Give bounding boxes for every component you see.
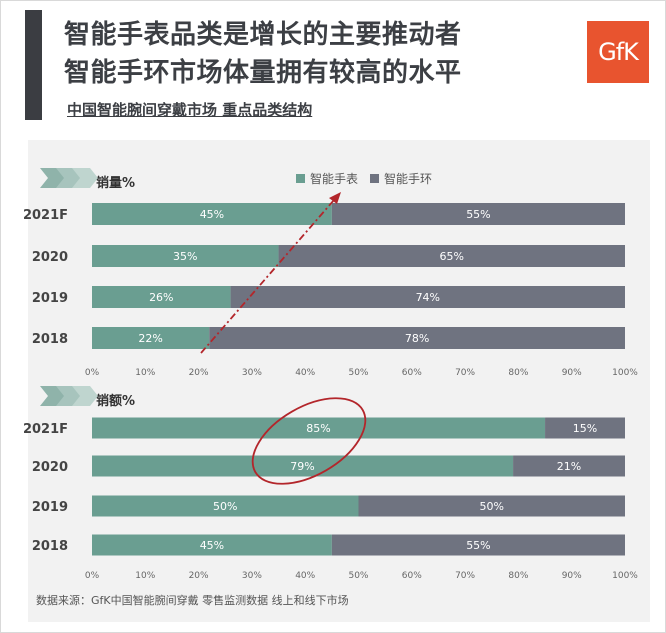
data-label: 78% [405, 332, 429, 345]
bar-segment [92, 203, 332, 225]
bar-segment [358, 495, 625, 517]
bar-segment [92, 245, 279, 267]
x-tick-label: 70% [455, 368, 475, 378]
data-label: 21% [557, 460, 581, 473]
x-tick-label: 60% [402, 368, 422, 378]
category-label: 2019 [32, 291, 68, 306]
title-line-2: 智能手环市场体量拥有较高的水平 [64, 58, 462, 88]
bar-segment [92, 534, 332, 556]
x-tick-label: 40% [295, 571, 315, 581]
data-label: 45% [200, 208, 224, 221]
data-label: 55% [466, 539, 490, 552]
chart-title-value: 销额% [96, 394, 136, 409]
title-line-1: 智能手表品类是增长的主要推动者 [64, 20, 462, 50]
data-label: 74% [416, 291, 440, 304]
category-label: 2021F [23, 208, 68, 223]
category-label: 2020 [32, 250, 68, 265]
bar-segment [92, 286, 231, 308]
subtitle: 中国智能腕间穿戴市场 重点品类结构 [67, 101, 313, 119]
bar-segment [278, 245, 625, 267]
chevron-icon [40, 168, 98, 188]
trend-arrow-annotation [200, 192, 341, 354]
x-tick-label: 100% [612, 571, 638, 581]
x-tick-label: 0% [85, 571, 100, 581]
x-tick-label: 20% [189, 368, 209, 378]
bar-segment [545, 417, 625, 439]
data-label: 85% [306, 422, 330, 435]
data-label: 79% [290, 460, 314, 473]
bar-segment [513, 455, 625, 477]
x-tick-label: 80% [508, 368, 528, 378]
category-label: 2018 [32, 539, 68, 554]
x-tick-label: 20% [189, 571, 209, 581]
x-tick-label: 50% [348, 368, 368, 378]
data-label: 26% [149, 291, 173, 304]
x-tick-label: 100% [612, 368, 638, 378]
legend-swatch-watch [296, 174, 305, 183]
data-label: 50% [480, 500, 504, 513]
legend-label-watch: 智能手表 [310, 172, 359, 186]
bar-segment [92, 455, 514, 477]
legend-item-watch: 智能手表 [296, 170, 358, 187]
category-label: 2019 [32, 500, 68, 515]
x-tick-label: 30% [242, 368, 262, 378]
x-tick-label: 40% [295, 368, 315, 378]
data-label: 45% [200, 539, 224, 552]
data-label: 50% [213, 500, 237, 513]
x-tick-label: 70% [455, 571, 475, 581]
title-accent-bar [25, 10, 42, 120]
legend-swatch-band [370, 174, 379, 183]
x-tick-label: 80% [508, 571, 528, 581]
x-tick-label: 10% [135, 368, 155, 378]
legend-label-band: 智能手环 [384, 172, 433, 186]
legend-item-band: 智能手环 [370, 170, 432, 187]
category-label: 2021F [23, 422, 68, 437]
chart-title-volume: 销量% [96, 176, 136, 191]
x-tick-label: 60% [402, 571, 422, 581]
x-tick-label: 30% [242, 571, 262, 581]
bar-segment [209, 327, 625, 349]
data-label: 35% [173, 250, 197, 263]
bar-segment [92, 327, 210, 349]
x-tick-label: 90% [562, 571, 582, 581]
bar-segment [230, 286, 625, 308]
bar-segment [331, 534, 625, 556]
x-tick-label: 90% [562, 368, 582, 378]
data-source-note: 数据来源：GfK中国智能腕间穿戴 零售监测数据 线上和线下市场 [36, 594, 349, 607]
x-tick-label: 50% [348, 571, 368, 581]
data-label: 15% [573, 422, 597, 435]
bar-segment [92, 495, 359, 517]
chevron-icon [40, 386, 98, 406]
data-label: 55% [466, 208, 490, 221]
highlight-ellipse-annotation [251, 397, 367, 485]
data-label: 22% [138, 332, 162, 345]
category-label: 2018 [32, 332, 68, 347]
gfk-logo: GfK [587, 21, 649, 83]
bar-segment [92, 417, 546, 439]
bar-segment [331, 203, 625, 225]
category-label: 2020 [32, 460, 68, 475]
x-tick-label: 0% [85, 368, 100, 378]
data-label: 65% [440, 250, 464, 263]
x-tick-label: 10% [135, 571, 155, 581]
